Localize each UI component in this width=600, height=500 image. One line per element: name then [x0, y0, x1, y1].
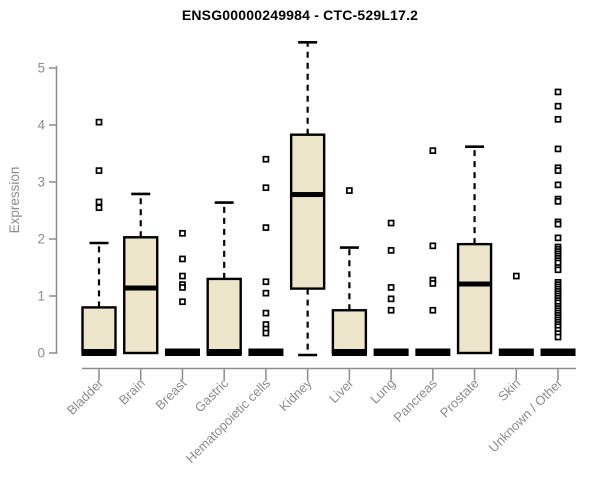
x-tick-label: Bladder [64, 375, 107, 418]
outlier-point [179, 272, 186, 280]
chart-title: ENSG00000249984 - CTC-529L17.2 [181, 7, 419, 23]
box [206, 277, 242, 355]
outlier-point [179, 298, 186, 306]
outlier-point [429, 306, 437, 314]
outlier-point [554, 220, 562, 228]
outlier-point [429, 147, 437, 154]
outlier-point [387, 247, 395, 254]
flat-box [540, 348, 576, 356]
y-tick-label: 5 [37, 61, 45, 76]
outlier-point [554, 102, 562, 110]
box [289, 133, 326, 290]
outlier-point [554, 234, 562, 242]
x-tick-label: Skin [495, 376, 523, 404]
y-tick-label: 1 [37, 289, 45, 304]
outlier-point [554, 181, 562, 189]
outlier-point [554, 333, 562, 341]
outlier-point [346, 187, 353, 194]
outlier-point [554, 198, 562, 205]
outlier-point [262, 224, 270, 231]
x-tick-label: Liver [326, 375, 357, 406]
y-tick-label: 0 [37, 346, 45, 361]
x-tick-label: Gastric [192, 375, 232, 415]
outlier-point [179, 229, 186, 237]
box [123, 236, 159, 355]
outlier-point [179, 284, 186, 291]
outlier-point [95, 198, 103, 206]
median-line [81, 349, 117, 356]
flat-box [498, 348, 534, 356]
y-tick-label: 2 [37, 232, 45, 247]
flat-box [373, 348, 409, 356]
median-line [331, 349, 367, 356]
outlier-point [262, 278, 270, 286]
outlier-point [262, 184, 270, 192]
outlier-point [387, 284, 395, 291]
median-line [124, 285, 158, 291]
x-tick-label: Breast [152, 375, 189, 412]
x-tick-label: Unknown / Other [486, 375, 566, 455]
x-tick-label: Lung [367, 376, 398, 407]
y-tick-label: 4 [37, 118, 45, 133]
outlier-point [554, 88, 562, 96]
outlier-point [262, 309, 270, 317]
outlier-point [554, 167, 562, 174]
outlier-point [95, 167, 103, 174]
box [81, 306, 117, 355]
x-tick-label: Kidney [276, 375, 315, 414]
outlier-point [262, 289, 270, 297]
x-tick-label: Prostate [437, 376, 482, 421]
outlier-point [387, 295, 395, 303]
outlier-point [262, 329, 270, 337]
flat-box [415, 348, 451, 356]
flat-box [164, 348, 200, 356]
median-line [458, 281, 492, 287]
outlier-point [429, 242, 437, 250]
outlier-point [95, 204, 103, 211]
outlier-point [179, 255, 186, 263]
flat-box [248, 348, 284, 356]
outlier-point [262, 155, 270, 163]
x-tick-label: Brain [116, 376, 148, 408]
outlier-point [554, 266, 562, 274]
x-tick-label: Pancreas [391, 375, 441, 425]
outlier-point [429, 280, 437, 287]
box [331, 309, 368, 355]
median-line [206, 349, 242, 356]
outlier-point [387, 219, 395, 227]
box [456, 242, 493, 355]
outlier-point [512, 272, 520, 280]
outlier-point [554, 115, 562, 123]
median-line [291, 192, 325, 198]
outlier-point [554, 145, 562, 153]
y-tick-label: 3 [37, 175, 45, 190]
outlier-point [95, 118, 103, 126]
outlier-point [387, 306, 395, 314]
